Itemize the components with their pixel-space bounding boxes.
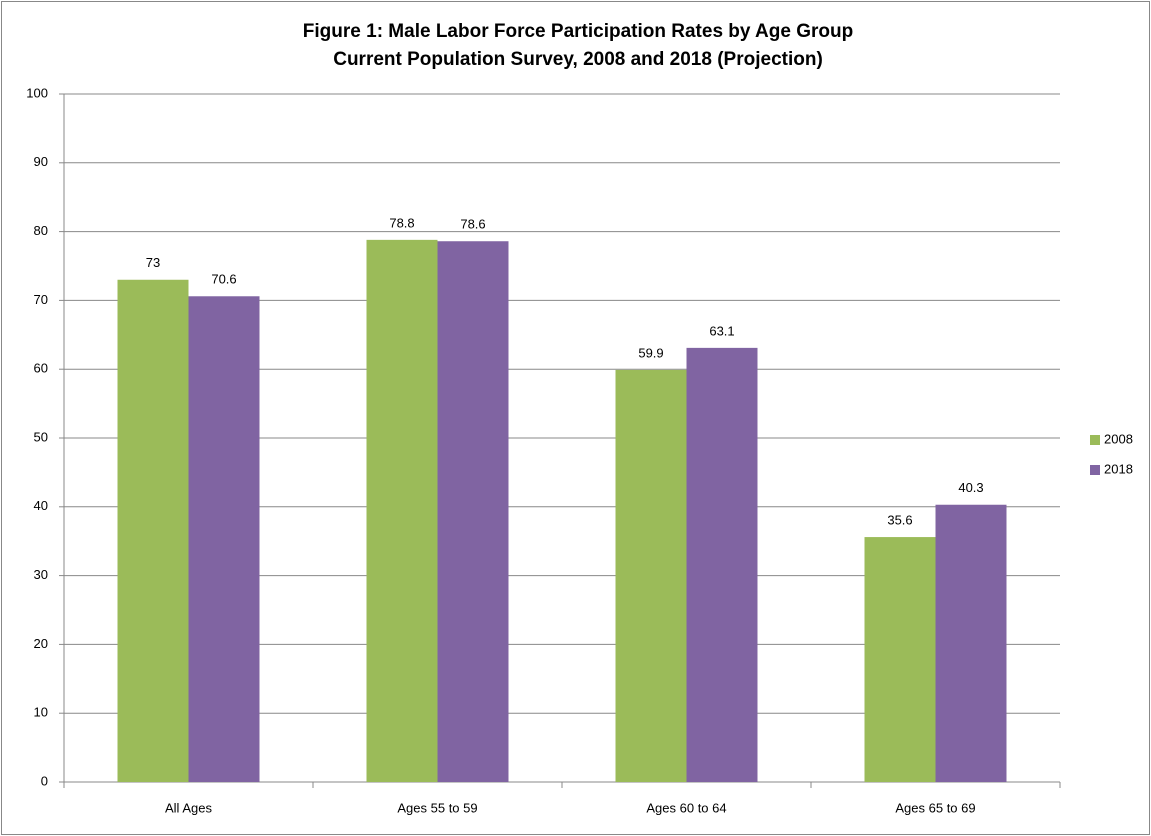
bar <box>366 239 438 782</box>
y-tick-label: 100 <box>26 85 48 100</box>
data-label: 59.9 <box>638 345 663 360</box>
x-tick-label: Ages 60 to 64 <box>646 800 726 815</box>
legend-label: 2008 <box>1104 431 1133 446</box>
legend-swatch <box>1090 435 1100 445</box>
y-tick-label: 70 <box>34 292 48 307</box>
bar <box>864 537 936 782</box>
data-label: 35.6 <box>887 513 912 528</box>
y-tick-label: 10 <box>34 705 48 720</box>
x-tick-label: Ages 55 to 59 <box>397 800 477 815</box>
legend-swatch <box>1090 465 1100 475</box>
bar <box>935 504 1007 782</box>
bar <box>686 347 758 782</box>
y-tick-label: 60 <box>34 361 48 376</box>
data-label: 78.8 <box>389 215 414 230</box>
chart-subtitle: Current Population Survey, 2008 and 2018… <box>333 49 823 70</box>
bar <box>615 369 687 782</box>
data-label: 78.6 <box>460 217 485 232</box>
bar <box>188 296 260 782</box>
chart-title: Figure 1: Male Labor Force Participation… <box>303 21 853 42</box>
y-tick-label: 30 <box>34 567 48 582</box>
y-tick-label: 0 <box>41 773 48 788</box>
bar <box>437 241 509 782</box>
y-tick-label: 20 <box>34 636 48 651</box>
y-tick-label: 40 <box>34 498 48 513</box>
data-label: 40.3 <box>958 480 983 495</box>
y-tick-label: 80 <box>34 223 48 238</box>
data-label: 70.6 <box>211 272 236 287</box>
data-label: 63.1 <box>709 323 734 338</box>
x-tick-label: Ages 65 to 69 <box>895 800 975 815</box>
data-label: 73 <box>146 255 160 270</box>
y-tick-label: 50 <box>34 429 48 444</box>
y-tick-label: 90 <box>34 154 48 169</box>
x-tick-label: All Ages <box>165 800 212 815</box>
bar <box>117 279 189 782</box>
legend-label: 2018 <box>1104 461 1133 476</box>
